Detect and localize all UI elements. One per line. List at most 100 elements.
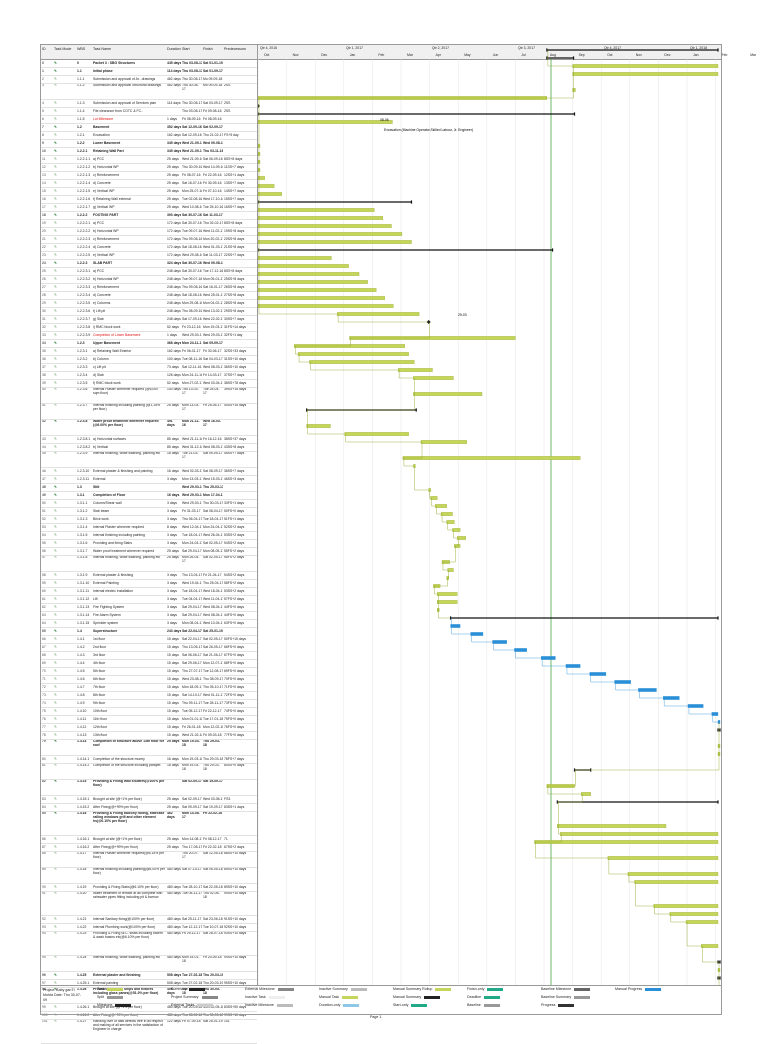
table-row[interactable]: 61 ✎ 1.3.1.12 Lift 3 days Tue 04-04-17 Wed 11-… bbox=[41, 596, 257, 604]
table-row[interactable]: 60 ✎ 1.3.1.11 Internal electric installatio… bbox=[41, 588, 257, 596]
table-row[interactable]: 100 ✎ 1.4.26.2 After Fixing(@+99% per floor… bbox=[41, 1012, 257, 1020]
task-bar[interactable] bbox=[397, 368, 433, 372]
summary-bar-end[interactable] bbox=[717, 616, 719, 620]
task-bar[interactable] bbox=[309, 360, 415, 364]
task-bar[interactable] bbox=[557, 824, 667, 828]
table-row[interactable]: 66 ✎ 1.4.1 1st floor 15 days Sat 22-04-17 Sat … bbox=[41, 636, 257, 644]
table-row[interactable]: 78 ✎ 1.4.13 13th floor 15 days Wed 21-02-18 Fr… bbox=[41, 732, 257, 740]
table-row[interactable]: 35 ✎ 1.2.3.1 a) Retaining Wall Exterior 162 … bbox=[41, 348, 257, 356]
table-row[interactable]: 94 ✎ 1.4.23 Providing & Fixing W.C. seats i… bbox=[41, 932, 257, 956]
table-row[interactable]: 12 ✎ 1.2.2.1.2 b) Horizontal WP 25 days Thu 3… bbox=[41, 164, 257, 172]
task-bar[interactable] bbox=[258, 288, 377, 292]
task-bar[interactable] bbox=[470, 632, 484, 636]
table-row[interactable]: 84 ✎ 1.4.15.2 After Fixing(@+99% per floor)… bbox=[41, 804, 257, 812]
task-bar[interactable] bbox=[560, 832, 719, 836]
summary-bar-end[interactable] bbox=[415, 408, 417, 412]
table-row[interactable]: 52 ✎ 1.3.1.3 Brick work 3 days Thu 06-04-17 Tu… bbox=[41, 516, 257, 524]
table-row[interactable]: 17 ✎ 1.2.2.1.7 g) Vertical WP 25 days Wed 10-… bbox=[41, 204, 257, 212]
task-bar[interactable] bbox=[492, 640, 507, 644]
table-row[interactable]: 22 ✎ 1.2.2.2.4 d) Concrete 172 days Sat 18-08… bbox=[41, 244, 257, 252]
task-bar[interactable] bbox=[687, 704, 704, 708]
task-bar[interactable] bbox=[258, 264, 349, 268]
summary-bar-end[interactable] bbox=[719, 728, 721, 732]
table-row[interactable]: 81 ✎ 1.4.14.2 Completion of the structure i… bbox=[41, 764, 257, 780]
task-bar[interactable] bbox=[572, 72, 719, 76]
table-row[interactable]: 54 ✎ 1.3.1.5 Internal finishing including p… bbox=[41, 532, 257, 540]
task-bar[interactable] bbox=[258, 184, 275, 188]
summary-bar-start[interactable] bbox=[546, 48, 548, 52]
task-bar[interactable] bbox=[402, 456, 581, 460]
table-row[interactable]: 38 ✎ 1.2.3.4 d) Slab 126 days Mon 24-11-16 Fri… bbox=[41, 372, 257, 380]
table-row[interactable]: 95 ✎ 1.4.24 Internal finishing, white washi… bbox=[41, 956, 257, 972]
table-row[interactable]: 19 ✎ 1.2.2.2.1 a) PCC 172 days Sat 30-07-16 Th… bbox=[41, 220, 257, 228]
table-row[interactable]: 16 ✎ 1.2.2.1.6 f) Retaining Wall external 25… bbox=[41, 196, 257, 204]
summary-bar-end[interactable] bbox=[719, 976, 721, 980]
summary-bar-end[interactable] bbox=[717, 48, 719, 52]
task-bar[interactable] bbox=[572, 64, 719, 68]
task-bar[interactable] bbox=[349, 336, 516, 340]
table-row[interactable]: 55 ✎ 1.3.1.6 Providing and fixing Slabs 3 da… bbox=[41, 540, 257, 548]
header-start[interactable]: Start bbox=[182, 47, 190, 51]
task-bar[interactable] bbox=[344, 432, 409, 436]
table-row[interactable]: 47 ✎ 1.2.3.11 External 3 days Mon 13-03-17 Wed… bbox=[41, 476, 257, 484]
table-row[interactable]: 28 ✎ 1.2.2.3.4 d) Concrete 248 days Sat 18-08… bbox=[41, 292, 257, 300]
table-row[interactable]: 0 ✎ 0 Packet 3 : SBG Structures 445 days Thu … bbox=[41, 60, 257, 68]
table-row[interactable]: 90 ✎ 1.4.19 Providing & Fixing Slabs(@6.10%… bbox=[41, 884, 257, 892]
summary-bar-end[interactable] bbox=[717, 800, 719, 804]
table-row[interactable]: 5 ✎ 1.1.4 File clearance from CGTC & FC.. Th… bbox=[41, 108, 257, 116]
task-bar[interactable] bbox=[258, 216, 384, 220]
table-row[interactable]: 46 ✎ 1.2.3.10 External plaster & finishing … bbox=[41, 468, 257, 476]
table-row[interactable]: 89 ✎ 1.4.18 Internal finishing including pa… bbox=[41, 868, 257, 884]
task-bar[interactable] bbox=[258, 176, 265, 180]
table-row[interactable]: 87 ✎ 1.4.16.2 After Fixing(@+99% per floor)… bbox=[41, 844, 257, 852]
table-row[interactable]: 33 ✎ 1.2.2.3.9 Completion of Lower Basement… bbox=[41, 332, 257, 340]
table-row[interactable]: 88 ✎ 1.4.17 Internal Plaster wherever requi… bbox=[41, 852, 257, 868]
task-bar[interactable] bbox=[457, 536, 466, 540]
table-row[interactable]: 7 ✎ 1.2 Basement 352 days Sat 12-09-16 Sat 02-… bbox=[41, 124, 257, 132]
table-row[interactable]: 75 ✎ 1.4.10 10th floor 15 days Tue 05-12-17 Fr… bbox=[41, 708, 257, 716]
table-row[interactable]: 65 ✎ 1.4 Superstructure 243 days Sat 22-04-17… bbox=[41, 628, 257, 636]
header-mode[interactable]: Task Mode bbox=[54, 47, 72, 51]
task-bar[interactable] bbox=[607, 856, 719, 860]
task-bar[interactable] bbox=[653, 904, 719, 908]
table-row[interactable]: 1 ✎ 1.1 Initial phase 114 days Thu 03-08-17 Sa… bbox=[41, 68, 257, 76]
summary-bar-start[interactable] bbox=[306, 408, 308, 412]
table-row[interactable]: 10 ✎ 1.2.2.1 Retaining Wall Part 345 days Wed… bbox=[41, 148, 257, 156]
table-row[interactable]: 45 ✎ 1.2.3.9 Internal finishing, white wash… bbox=[41, 452, 257, 468]
task-bar[interactable] bbox=[430, 496, 438, 500]
table-row[interactable]: 11 ✎ 1.2.2.1.1 a) PCC 25 days Wed 21-09-16 Sat… bbox=[41, 156, 257, 164]
table-row[interactable]: 39 ✎ 1.2.3.5 f) RMC block work 52 days Mon 27… bbox=[41, 380, 257, 388]
table-row[interactable]: 67 ✎ 1.4.2 2nd floor 15 days Thu 13-05-17 Sat … bbox=[41, 644, 257, 652]
task-bar[interactable] bbox=[589, 672, 607, 676]
table-row[interactable]: 63 ✎ 1.3.1.14 Fire Alarm System 3 days Sat 29… bbox=[41, 612, 257, 620]
task-bar[interactable] bbox=[258, 208, 375, 212]
table-row[interactable]: 77 ✎ 1.4.12 12th floor 15 days Fri 26-01-18 Mo… bbox=[41, 724, 257, 732]
table-row[interactable]: 23 ✎ 1.2.2.2.5 e) Vertical WP 172 days Wed 29… bbox=[41, 252, 257, 260]
task-bar[interactable] bbox=[685, 920, 719, 924]
table-row[interactable]: 82 ✎ 1.4.15 Providing & Fixing Wall shutter… bbox=[41, 780, 257, 796]
table-row[interactable]: 15 ✎ 1.2.2.1.5 e) Vertical WP 25 days Mon 25-… bbox=[41, 188, 257, 196]
table-row[interactable]: 92 ✎ 1.4.21 Internal Sanitary fixing(@100% … bbox=[41, 916, 257, 924]
table-row[interactable]: 31 ✎ 1.2.2.3.7 g) Slab 248 days Sat 17-09-16 W… bbox=[41, 316, 257, 324]
task-bar[interactable] bbox=[446, 520, 455, 524]
summary-bar-end[interactable] bbox=[410, 200, 413, 204]
table-row[interactable]: 3 ✎ 1.1.2 Submission and approval Structura… bbox=[41, 84, 257, 100]
table-row[interactable]: 8 ✎ 1.2.1 Excavation 162 days Sat 12-09-16 Thu… bbox=[41, 132, 257, 140]
table-row[interactable]: 53 ✎ 1.3.1.4 Internal Plaster wherever requ… bbox=[41, 524, 257, 532]
table-row[interactable]: 6 ✎ 1.1.5 Lot Milestone 1 days Fri 08-09-16 Fr… bbox=[41, 116, 257, 124]
table-row[interactable]: 24 ✎ 1.2.2.3 SLAB PART 324 days Sat 30-07-16 W… bbox=[41, 260, 257, 268]
task-bar[interactable] bbox=[297, 352, 409, 356]
table-row[interactable]: 20 ✎ 1.2.2.2.2 b) Horizontal WP 172 days Tue … bbox=[41, 228, 257, 236]
header-finish[interactable]: Finish bbox=[203, 47, 213, 51]
header-duration[interactable]: Duration bbox=[167, 47, 181, 51]
table-row[interactable]: 80 ✎ 1.4.14.1 Completion of the structure m… bbox=[41, 756, 257, 764]
table-row[interactable]: 27 ✎ 1.2.2.3.3 c) Reinforcement 248 days Thu … bbox=[41, 284, 257, 292]
task-bar[interactable] bbox=[638, 688, 657, 692]
table-row[interactable]: 26 ✎ 1.2.2.3.2 b) Horizontal WP 248 days Tue … bbox=[41, 276, 257, 284]
task-bar[interactable] bbox=[258, 224, 392, 228]
task-bar[interactable] bbox=[627, 872, 719, 876]
table-row[interactable]: 44 ✎ 1.2.3.8.2 b) Vertical 85 days Wed 31-12-… bbox=[41, 444, 257, 452]
table-row[interactable]: 57 ✎ 1.3.1.8 Internal finishing, white wash… bbox=[41, 556, 257, 572]
table-row[interactable]: 71 ✎ 1.4.6 6th floor 15 days Wed 23-08-17 Thu … bbox=[41, 676, 257, 684]
table-row[interactable]: 83 ✎ 1.4.15.1 Brought at site (@+1% per flo… bbox=[41, 796, 257, 804]
